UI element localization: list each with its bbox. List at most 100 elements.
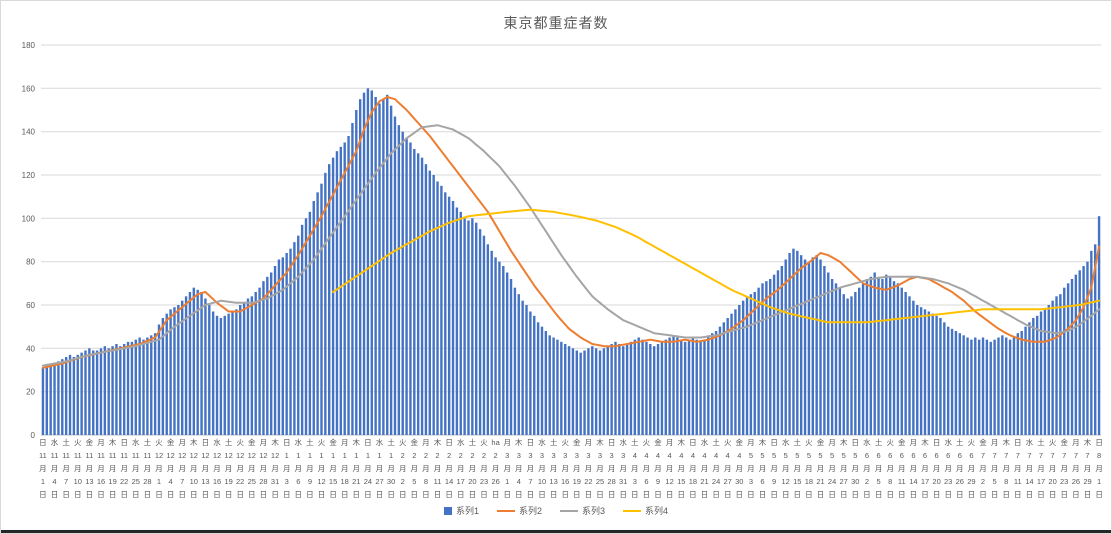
svg-text:日: 日	[608, 490, 616, 499]
svg-text:11: 11	[74, 451, 82, 460]
svg-text:21: 21	[700, 477, 708, 486]
svg-text:火: 火	[561, 438, 569, 447]
svg-text:日: 日	[329, 490, 337, 499]
svg-text:月: 月	[74, 464, 82, 473]
legend-item-series2: 系列2	[496, 504, 542, 517]
svg-text:1: 1	[354, 451, 358, 460]
svg-text:日: 日	[457, 490, 465, 499]
svg-text:17: 17	[921, 477, 929, 486]
svg-text:日: 日	[1037, 490, 1045, 499]
svg-text:月: 月	[817, 464, 825, 473]
svg-text:金: 金	[654, 437, 662, 447]
svg-text:7: 7	[1027, 451, 1031, 460]
svg-text:11: 11	[86, 451, 94, 460]
svg-text:日: 日	[631, 490, 639, 499]
svg-text:月: 月	[295, 464, 303, 473]
svg-text:28: 28	[143, 477, 151, 486]
svg-text:水: 水	[538, 437, 546, 447]
svg-text:4: 4	[517, 477, 521, 486]
svg-text:12: 12	[166, 451, 174, 460]
svg-text:月: 月	[666, 438, 674, 447]
svg-text:金: 金	[329, 437, 337, 447]
svg-text:26: 26	[491, 477, 499, 486]
svg-text:日: 日	[387, 490, 395, 499]
svg-text:7: 7	[1085, 451, 1089, 460]
svg-text:5: 5	[877, 477, 881, 486]
svg-text:日: 日	[898, 490, 906, 499]
svg-text:土: 土	[62, 437, 70, 447]
svg-text:月: 月	[654, 464, 662, 473]
svg-text:9: 9	[656, 477, 660, 486]
svg-text:月: 月	[689, 464, 697, 473]
svg-text:日: 日	[863, 490, 871, 499]
svg-text:月: 月	[434, 464, 442, 473]
svg-text:12: 12	[201, 451, 209, 460]
chart-title: 東京都重症者数	[503, 15, 609, 31]
svg-text:6: 6	[969, 451, 973, 460]
svg-text:月: 月	[933, 464, 941, 473]
svg-text:10: 10	[538, 477, 546, 486]
svg-text:27: 27	[840, 477, 848, 486]
svg-text:月: 月	[144, 464, 152, 473]
svg-text:1: 1	[505, 477, 509, 486]
svg-text:4: 4	[52, 477, 56, 486]
svg-text:金: 金	[817, 437, 825, 447]
svg-text:月: 月	[503, 438, 511, 447]
svg-text:23: 23	[480, 477, 488, 486]
svg-text:月: 月	[260, 464, 268, 473]
legend-label-series1: 系列1	[455, 506, 479, 516]
svg-text:月: 月	[353, 464, 361, 473]
svg-text:14: 14	[445, 477, 453, 486]
svg-text:8: 8	[888, 477, 892, 486]
svg-text:22: 22	[584, 477, 592, 486]
svg-text:日: 日	[469, 490, 477, 499]
svg-text:日: 日	[852, 490, 860, 499]
svg-text:火: 火	[805, 438, 813, 447]
svg-text:11: 11	[39, 451, 47, 460]
svg-text:月: 月	[910, 438, 918, 447]
svg-text:木: 木	[921, 437, 929, 447]
svg-text:6: 6	[296, 477, 300, 486]
svg-text:月: 月	[1084, 464, 1092, 473]
svg-text:月: 月	[573, 464, 581, 473]
svg-text:金: 金	[573, 437, 581, 447]
svg-text:日: 日	[39, 490, 47, 499]
svg-text:月: 月	[97, 464, 105, 473]
svg-text:29: 29	[967, 477, 975, 486]
svg-text:月: 月	[329, 464, 337, 473]
svg-text:20: 20	[932, 477, 940, 486]
svg-text:木: 木	[353, 437, 361, 447]
svg-text:月: 月	[62, 464, 70, 473]
svg-text:15: 15	[329, 477, 337, 486]
svg-text:月: 月	[898, 464, 906, 473]
svg-text:40: 40	[26, 344, 35, 353]
svg-text:12: 12	[190, 451, 198, 460]
legend-label-series3: 系列3	[582, 506, 606, 516]
svg-text:日: 日	[747, 490, 755, 499]
svg-text:8: 8	[1004, 477, 1008, 486]
svg-text:月: 月	[469, 464, 477, 473]
svg-text:日: 日	[979, 490, 987, 499]
svg-text:20: 20	[1048, 477, 1056, 486]
svg-text:3: 3	[633, 477, 637, 486]
svg-text:日: 日	[1002, 490, 1010, 499]
svg-text:日: 日	[1026, 490, 1034, 499]
svg-text:月: 月	[190, 464, 198, 473]
svg-text:月: 月	[643, 464, 651, 473]
svg-text:月: 月	[1060, 464, 1068, 473]
svg-text:月: 月	[39, 464, 47, 473]
svg-text:日: 日	[991, 490, 999, 499]
svg-text:18: 18	[805, 477, 813, 486]
svg-text:月: 月	[341, 464, 349, 473]
svg-text:火: 火	[399, 438, 407, 447]
svg-text:月: 月	[155, 464, 163, 473]
svg-text:16: 16	[213, 477, 221, 486]
svg-text:6: 6	[877, 451, 881, 460]
svg-text:18: 18	[689, 477, 697, 486]
svg-text:11: 11	[120, 451, 128, 460]
svg-text:13: 13	[549, 477, 557, 486]
svg-text:木: 木	[840, 437, 848, 447]
svg-text:日: 日	[411, 490, 419, 499]
svg-text:月: 月	[318, 464, 326, 473]
svg-text:12: 12	[665, 477, 673, 486]
